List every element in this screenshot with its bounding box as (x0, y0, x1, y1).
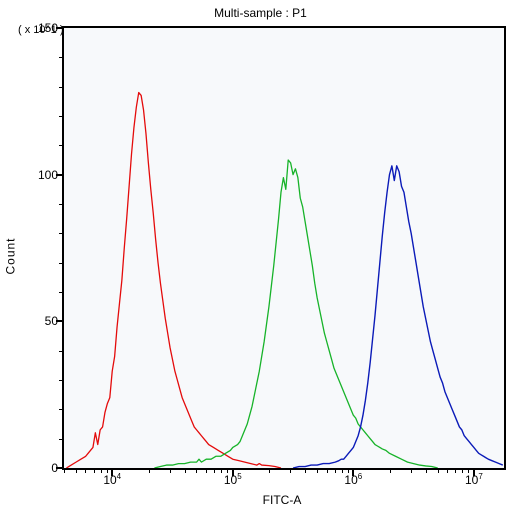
x-tick-minor (196, 468, 197, 473)
x-tick-label: 107 (465, 472, 483, 487)
x-tick-minor (455, 468, 456, 473)
x-tick-minor (170, 468, 171, 473)
y-tick-minor (59, 292, 64, 293)
x-tick-minor (149, 468, 150, 473)
y-tick-minor (59, 351, 64, 352)
x-tick-minor (426, 468, 427, 473)
y-tick-minor (59, 263, 64, 264)
x-tick-label: 106 (344, 472, 362, 487)
x-tick-minor (462, 468, 463, 473)
y-axis-label-container: Count (4, 0, 18, 511)
y-tick-minor (59, 409, 64, 410)
x-tick-minor (390, 468, 391, 473)
x-axis-label: FITC-A (62, 493, 502, 507)
series-blue (293, 166, 503, 468)
x-tick-minor (94, 468, 95, 473)
x-tick-minor (185, 468, 186, 473)
x-tick-minor (107, 468, 108, 473)
y-tick-minor (59, 439, 64, 440)
y-tick-label: 50 (45, 314, 58, 328)
figure-container: Multi-sample : P1 Count ( x 10^1 ) 05010… (0, 0, 521, 511)
y-tick-label: 150 (38, 21, 58, 35)
y-tick-minor (59, 116, 64, 117)
series-red (66, 93, 281, 468)
y-tick-minor (59, 57, 64, 58)
x-tick-minor (214, 468, 215, 473)
x-tick-minor (269, 468, 270, 473)
x-tick-minor (221, 468, 222, 473)
x-tick-minor (227, 468, 228, 473)
y-tick-label: 0 (51, 461, 58, 475)
y-tick-label: 100 (38, 168, 58, 182)
y-tick-minor (59, 233, 64, 234)
x-tick-minor (76, 468, 77, 473)
y-tick-minor (59, 87, 64, 88)
x-tick-minor (348, 468, 349, 473)
x-tick-minor (438, 468, 439, 473)
x-tick-minor (327, 468, 328, 473)
x-tick-minor (85, 468, 86, 473)
x-tick-minor (468, 468, 469, 473)
y-tick-minor (59, 145, 64, 146)
x-tick-label: 104 (103, 472, 121, 487)
x-tick-minor (411, 468, 412, 473)
chart-svg (64, 28, 504, 468)
x-tick-minor (335, 468, 336, 473)
chart-title: Multi-sample : P1 (0, 6, 521, 20)
x-tick-label: 105 (224, 472, 242, 487)
x-tick-minor (447, 468, 448, 473)
y-axis-label: Count (4, 237, 18, 274)
y-tick-minor (59, 380, 64, 381)
x-tick-minor (317, 468, 318, 473)
x-tick-minor (290, 468, 291, 473)
y-tick-minor (59, 204, 64, 205)
plot-area: 050100150104105106107 (62, 26, 506, 470)
x-tick-minor (305, 468, 306, 473)
x-tick-minor (101, 468, 102, 473)
x-tick-minor (206, 468, 207, 473)
x-tick-minor (64, 468, 65, 473)
series-green (154, 160, 437, 468)
x-tick-minor (342, 468, 343, 473)
